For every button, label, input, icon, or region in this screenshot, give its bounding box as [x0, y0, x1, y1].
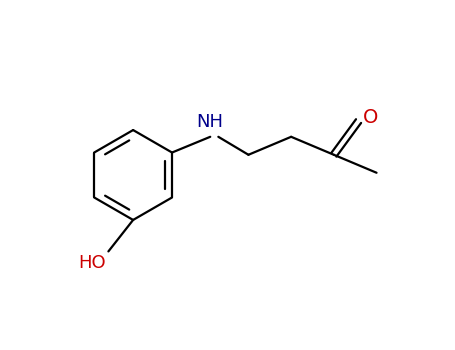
Text: O: O [363, 108, 379, 127]
Text: HO: HO [79, 254, 106, 272]
Text: NH: NH [197, 113, 224, 131]
